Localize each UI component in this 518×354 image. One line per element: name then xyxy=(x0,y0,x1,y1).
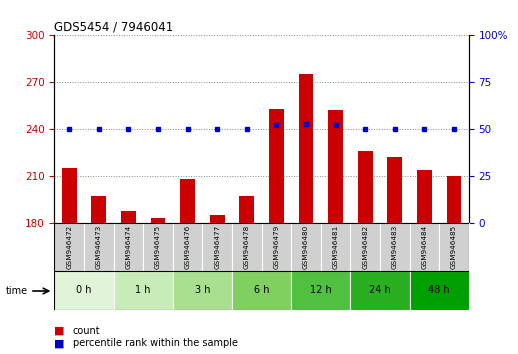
Bar xyxy=(113,223,143,271)
Text: 24 h: 24 h xyxy=(369,285,391,295)
Text: count: count xyxy=(73,326,100,336)
Bar xyxy=(113,271,173,310)
Bar xyxy=(173,271,232,310)
Bar xyxy=(291,271,350,310)
Text: 3 h: 3 h xyxy=(195,285,210,295)
Text: GSM946480: GSM946480 xyxy=(303,225,309,269)
Text: GSM946484: GSM946484 xyxy=(421,225,427,269)
Text: GSM946474: GSM946474 xyxy=(125,225,132,269)
Text: GSM946482: GSM946482 xyxy=(362,225,368,269)
Text: 1 h: 1 h xyxy=(135,285,151,295)
Text: ■: ■ xyxy=(54,326,65,336)
Bar xyxy=(350,223,380,271)
Text: GDS5454 / 7946041: GDS5454 / 7946041 xyxy=(54,20,174,33)
Text: ■: ■ xyxy=(54,338,65,348)
Text: GSM946481: GSM946481 xyxy=(333,225,339,269)
Bar xyxy=(180,179,195,223)
Bar xyxy=(387,157,402,223)
Text: percentile rank within the sample: percentile rank within the sample xyxy=(73,338,238,348)
Text: GSM946479: GSM946479 xyxy=(274,225,279,269)
Bar xyxy=(62,168,77,223)
Bar xyxy=(54,223,84,271)
Bar xyxy=(121,211,136,223)
Text: GSM946477: GSM946477 xyxy=(214,225,220,269)
Bar xyxy=(350,271,410,310)
Text: GSM946473: GSM946473 xyxy=(96,225,102,269)
Bar xyxy=(143,223,173,271)
Bar xyxy=(380,223,410,271)
Bar xyxy=(239,196,254,223)
Bar xyxy=(417,170,432,223)
Bar xyxy=(321,223,350,271)
Bar xyxy=(210,215,225,223)
Text: GSM946478: GSM946478 xyxy=(244,225,250,269)
Text: 12 h: 12 h xyxy=(310,285,332,295)
Text: 0 h: 0 h xyxy=(76,285,92,295)
Bar xyxy=(54,271,113,310)
Bar xyxy=(439,223,469,271)
Text: GSM946485: GSM946485 xyxy=(451,225,457,269)
Bar xyxy=(173,223,203,271)
Text: 48 h: 48 h xyxy=(428,285,450,295)
Bar xyxy=(232,223,262,271)
Text: GSM946475: GSM946475 xyxy=(155,225,161,269)
Bar xyxy=(232,271,291,310)
Bar xyxy=(358,151,372,223)
Text: 6 h: 6 h xyxy=(254,285,269,295)
Bar xyxy=(151,218,165,223)
Text: GSM946472: GSM946472 xyxy=(66,225,72,269)
Bar xyxy=(203,223,232,271)
Text: GSM946476: GSM946476 xyxy=(184,225,191,269)
Text: GSM946483: GSM946483 xyxy=(392,225,398,269)
Bar xyxy=(328,110,343,223)
Bar xyxy=(262,223,291,271)
Bar xyxy=(298,74,313,223)
Bar xyxy=(410,271,469,310)
Bar xyxy=(84,223,113,271)
Bar xyxy=(291,223,321,271)
Text: time: time xyxy=(6,286,28,296)
Bar xyxy=(410,223,439,271)
Bar xyxy=(269,109,284,223)
Bar xyxy=(447,176,462,223)
Bar xyxy=(91,196,106,223)
